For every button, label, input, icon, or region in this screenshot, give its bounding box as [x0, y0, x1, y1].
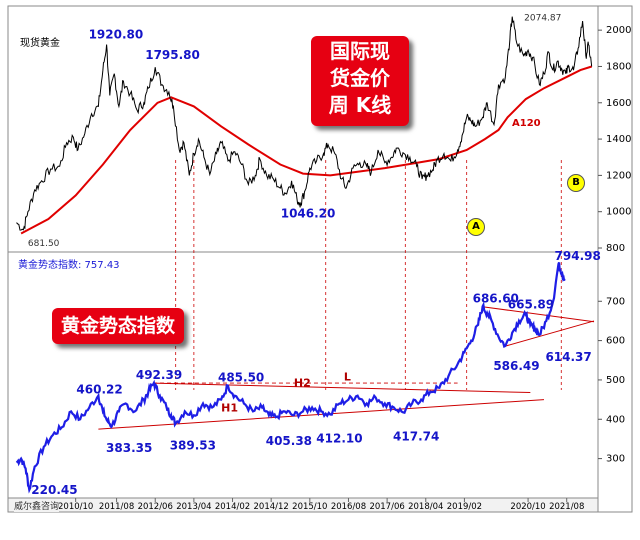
index-annotation: 383.35	[106, 441, 152, 455]
price-annotation: 681.50	[28, 239, 60, 249]
x-tick-label: 2012/06	[138, 502, 173, 512]
indicator-label: 黄金势态指数: 757.43	[18, 260, 120, 271]
x-tick-label: 2014/02	[215, 502, 250, 512]
ma-line	[20, 65, 593, 235]
x-tick-label: 2015/10	[292, 502, 327, 512]
watermark: 威尔鑫咨询	[14, 499, 60, 512]
price-ytick-label: 1400	[606, 134, 631, 145]
index-annotation: 389.53	[170, 438, 216, 452]
x-tick-label: 2011/08	[99, 502, 134, 512]
x-tick-label: 2013/04	[176, 502, 211, 512]
price-chart-title: 国际现 货金价 周 K线	[311, 36, 409, 126]
ma-label: A120	[512, 118, 541, 129]
index-y-axis: 300 400 500 600 700	[598, 296, 625, 465]
title-line-3: 周 K线	[328, 93, 392, 117]
index-annotation: 405.38	[266, 434, 312, 448]
x-tick-label: 2020/10	[510, 502, 545, 512]
price-series	[16, 16, 593, 231]
index-ytick-label: 400	[606, 414, 625, 425]
index-line	[15, 261, 566, 494]
trend-line-labels: H1 H2 L	[221, 371, 351, 415]
index-annotation: 220.45	[31, 483, 77, 497]
index-annotation: 665.89	[508, 298, 554, 312]
bottom-panel-frame	[7, 251, 599, 499]
x-tick-label: 2017/06	[369, 502, 404, 512]
dashed-time-markers	[175, 160, 562, 390]
index-title-text: 黄金势态指数	[60, 315, 175, 337]
index-annotations: 220.45 460.22 383.35 492.39 389.53 485.50 405.…	[31, 249, 601, 497]
index-annotation: 460.22	[76, 383, 122, 397]
title-line-1: 国际现	[330, 39, 390, 63]
instrument-label: 现货黄金	[20, 38, 60, 49]
x-tick-label: 2021/08	[549, 502, 584, 512]
index-ytick-label: 700	[606, 296, 625, 307]
index-annotation: 417.74	[393, 429, 439, 443]
index-annotation: 614.37	[545, 350, 591, 364]
trend-line-label: H2	[294, 377, 311, 390]
index-ytick-label: 500	[606, 375, 625, 386]
index-series	[15, 261, 566, 494]
x-tick-label: 2016/08	[331, 502, 366, 512]
resistance-line-h2	[152, 382, 531, 394]
index-annotation: 412.10	[316, 432, 362, 446]
price-annotation: 1046.20	[281, 206, 336, 220]
index-annotation: 794.98	[555, 249, 601, 263]
price-ytick-label: 1800	[606, 61, 631, 72]
x-axis: 2010/10 2011/08 2012/06 2013/04 2014/02 2014/…	[58, 498, 584, 512]
ma-series	[20, 65, 593, 235]
trend-lines	[98, 306, 595, 430]
x-tick-label: 2019/02	[447, 502, 482, 512]
price-ytick-label: 1200	[606, 170, 631, 181]
index-annotation: 586.49	[493, 359, 539, 373]
badge-a: A	[467, 218, 485, 236]
x-tick-label: 2018/04	[408, 502, 443, 512]
index-ytick-label: 600	[606, 336, 625, 347]
index-ytick-label: 300	[606, 454, 625, 465]
x-tick-label: 2010/10	[58, 502, 93, 512]
badge-b: B	[567, 174, 585, 192]
price-annotation: 1920.80	[89, 28, 144, 42]
index-annotation: 492.39	[136, 368, 182, 382]
price-ytick-label: 800	[606, 243, 625, 254]
resistance-line-recent	[482, 306, 595, 323]
x-tick-label: 2014/12	[254, 502, 289, 512]
support-line-h1	[98, 399, 545, 430]
index-annotation: 686.60	[473, 292, 519, 306]
price-annotation: 2074.87	[524, 14, 561, 24]
price-line	[16, 16, 593, 231]
trend-line-label: H1	[221, 401, 238, 414]
price-ytick-label: 2000	[606, 25, 631, 36]
price-ytick-label: 1600	[606, 98, 631, 109]
price-annotation: 1795.80	[145, 48, 200, 62]
title-line-2: 货金价	[330, 66, 390, 90]
price-y-axis: 800 1000 1200 1400 1600 1800 2000	[598, 25, 631, 254]
index-chart-title: 黄金势态指数	[52, 308, 184, 344]
trend-line-label: L	[344, 371, 351, 384]
right-axis-frame	[597, 5, 633, 513]
price-ytick-label: 1000	[606, 207, 631, 218]
index-annotation: 485.50	[218, 371, 264, 385]
support-line-recent	[505, 320, 595, 347]
